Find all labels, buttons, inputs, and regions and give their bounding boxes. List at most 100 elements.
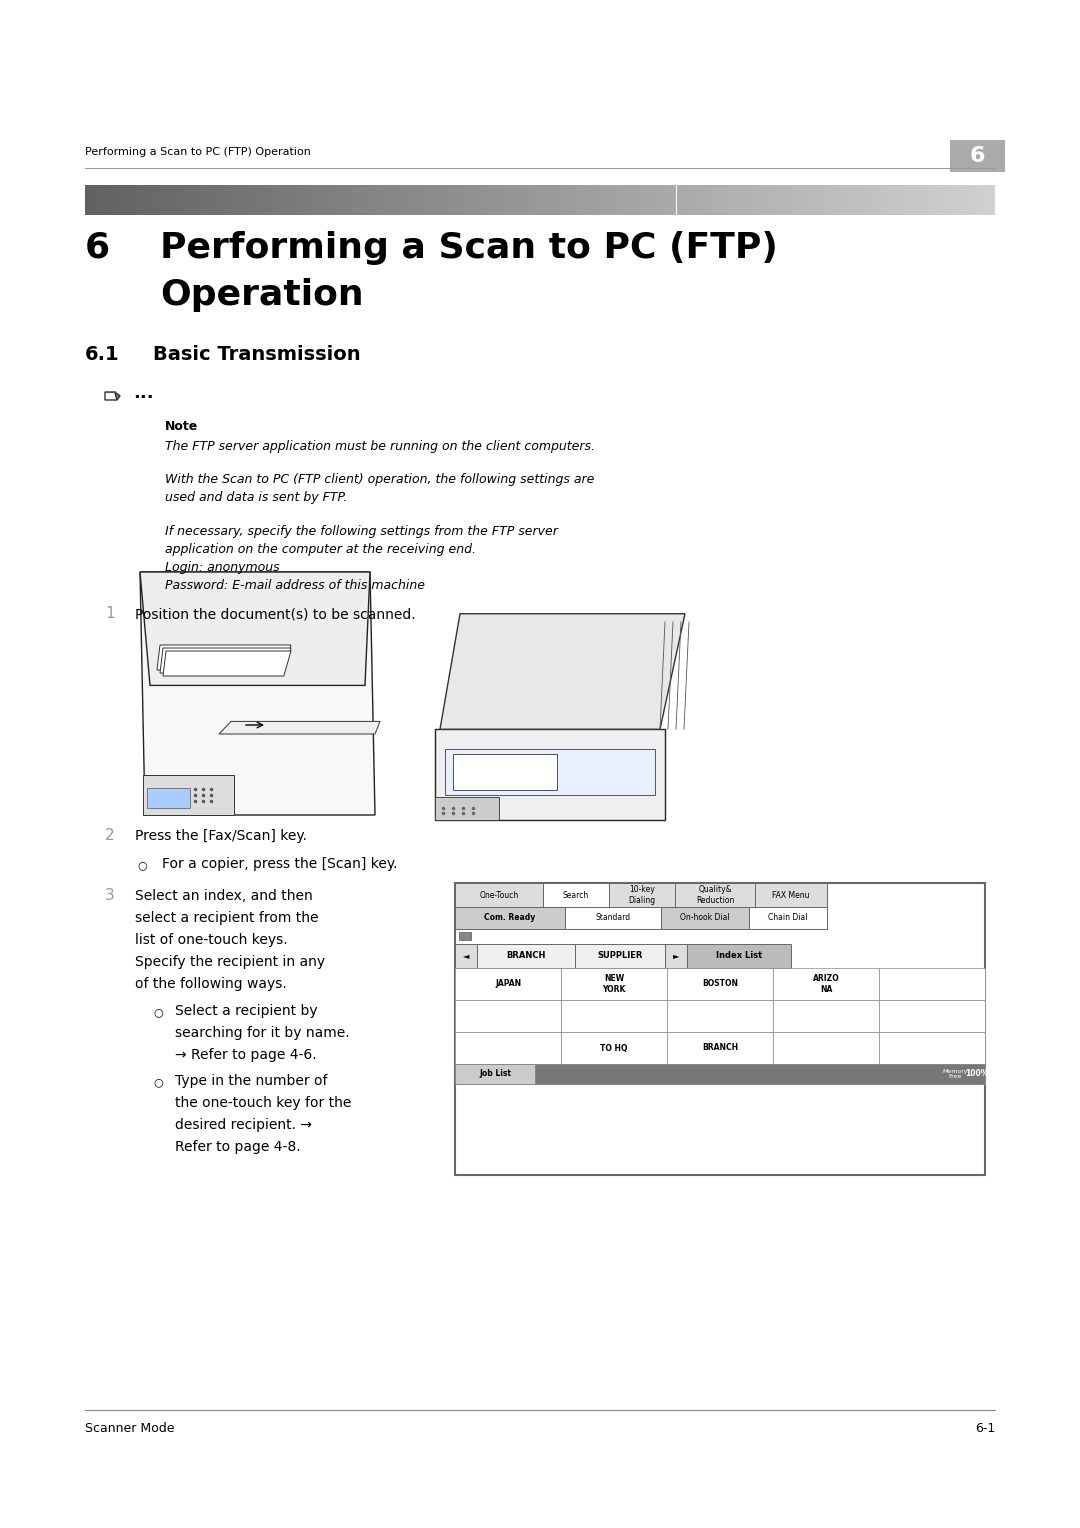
Bar [203, 185, 206, 215]
Bar [322, 185, 325, 215]
Bar [540, 185, 543, 215]
Bar [176, 185, 179, 215]
Bar [455, 999, 561, 1031]
Bar [488, 185, 491, 215]
Bar [367, 185, 370, 215]
Bar [738, 185, 740, 215]
Bar [170, 185, 173, 215]
Bar [276, 185, 279, 215]
Bar [659, 185, 661, 215]
Bar [879, 1031, 985, 1063]
Polygon shape [140, 571, 375, 814]
Bar [667, 185, 671, 215]
Bar [750, 185, 753, 215]
Bar [882, 185, 886, 215]
Bar [931, 185, 934, 215]
Bar [191, 185, 194, 215]
Bar [746, 185, 750, 215]
Bar [910, 185, 913, 215]
Bar [210, 185, 213, 215]
Bar [798, 185, 801, 215]
Bar [561, 1031, 667, 1063]
Bar [728, 185, 731, 215]
Bar [634, 185, 637, 215]
Text: BRANCH: BRANCH [507, 952, 545, 961]
Bar [401, 185, 404, 215]
Bar [307, 185, 310, 215]
Bar [352, 185, 355, 215]
Bar [228, 185, 231, 215]
Bar [124, 185, 127, 215]
Text: application on the computer at the receiving end.: application on the computer at the recei… [165, 542, 476, 556]
Bar [731, 185, 734, 215]
Bar [849, 185, 852, 215]
Bar [485, 185, 488, 215]
Polygon shape [163, 651, 291, 675]
Bar [801, 185, 804, 215]
Bar [97, 185, 100, 215]
Bar [565, 908, 661, 929]
Bar [258, 185, 261, 215]
Bar [453, 185, 455, 215]
Polygon shape [105, 393, 117, 400]
Bar [330, 185, 334, 215]
Bar [562, 185, 564, 215]
Bar [949, 185, 953, 215]
Bar [446, 185, 449, 215]
Bar [453, 753, 556, 790]
Bar [795, 185, 798, 215]
Bar [622, 185, 625, 215]
Bar [413, 185, 416, 215]
Bar [455, 1031, 561, 1063]
Bar [706, 185, 710, 215]
Bar [974, 185, 976, 215]
Bar [577, 185, 580, 215]
Bar [498, 185, 500, 215]
Bar [597, 185, 600, 215]
Text: the one-touch key for the: the one-touch key for the [175, 1096, 351, 1109]
Text: 3: 3 [105, 888, 114, 903]
Bar [847, 185, 849, 215]
Text: Login: anonymous: Login: anonymous [165, 561, 280, 575]
Bar [740, 185, 743, 215]
Bar [109, 185, 112, 215]
Bar [503, 185, 507, 215]
Bar [810, 185, 813, 215]
Bar [270, 185, 273, 215]
Bar [783, 185, 786, 215]
Bar [416, 185, 419, 215]
Bar [100, 185, 104, 215]
Polygon shape [140, 571, 370, 686]
Bar [267, 185, 270, 215]
Bar [261, 185, 264, 215]
Bar [252, 185, 255, 215]
Text: Refer to page 4-8.: Refer to page 4-8. [175, 1140, 300, 1154]
Bar [167, 185, 170, 215]
Bar [434, 185, 437, 215]
Bar [483, 185, 485, 215]
Bar [455, 944, 477, 969]
Bar [116, 185, 119, 215]
Bar [780, 185, 783, 215]
Bar [127, 185, 131, 215]
Text: BOSTON: BOSTON [702, 979, 738, 989]
Bar [491, 185, 495, 215]
Bar [980, 185, 983, 215]
Bar [828, 185, 832, 215]
Bar [319, 185, 322, 215]
Bar [929, 185, 931, 215]
Bar [516, 185, 518, 215]
Text: ○: ○ [153, 1007, 163, 1018]
Text: Note: Note [165, 420, 199, 432]
Bar [468, 185, 470, 215]
Text: The FTP server application must be running on the client computers.: The FTP server application must be runni… [165, 440, 595, 452]
Bar [941, 185, 944, 215]
Bar [950, 141, 1005, 173]
Bar [552, 185, 555, 215]
Bar [609, 883, 675, 908]
Bar [859, 185, 862, 215]
Text: SUPPLIER: SUPPLIER [597, 952, 643, 961]
Bar [255, 185, 258, 215]
Text: 6: 6 [970, 147, 985, 167]
Bar [946, 185, 949, 215]
